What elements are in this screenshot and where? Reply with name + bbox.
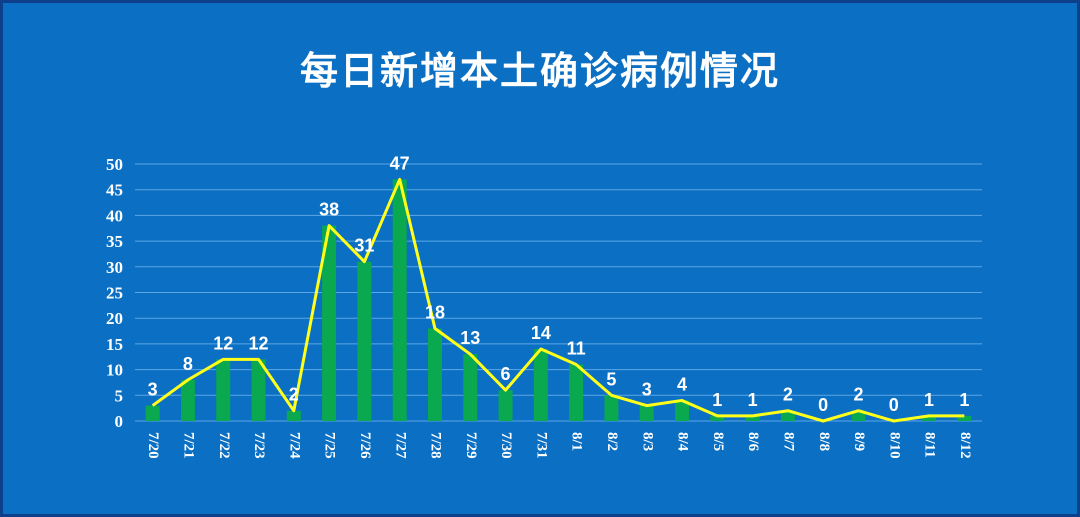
data-label: 18	[425, 302, 445, 322]
data-label: 13	[460, 328, 480, 348]
chart-title: 每日新增本土确诊病例情况	[299, 49, 780, 93]
x-tick-label: 8/5	[710, 432, 726, 451]
bar	[145, 405, 160, 421]
x-tick-label: 7/23	[251, 432, 267, 459]
data-label: 2	[289, 385, 299, 405]
data-label: 11	[567, 338, 586, 358]
x-tick-label: 7/20	[145, 432, 161, 459]
x-tick-label: 7/22	[216, 432, 232, 459]
bar	[251, 359, 266, 421]
bar	[357, 261, 372, 421]
y-tick-label: 45	[106, 181, 123, 200]
data-label: 0	[889, 395, 899, 415]
y-tick-label: 0	[115, 412, 124, 431]
data-label: 3	[642, 380, 652, 400]
y-tick-label: 30	[106, 258, 123, 277]
x-tick-label: 8/2	[604, 432, 620, 451]
bar	[675, 400, 690, 421]
bar	[604, 395, 619, 421]
data-label: 8	[183, 354, 193, 374]
bar	[851, 410, 866, 421]
bar	[710, 415, 725, 421]
data-label: 12	[213, 333, 233, 353]
x-tick-label: 8/6	[745, 432, 761, 452]
x-tick-label: 8/10	[886, 432, 902, 459]
bar	[745, 415, 760, 421]
data-label: 2	[783, 385, 793, 405]
x-tick-label: 7/26	[357, 432, 373, 459]
y-tick-label: 10	[106, 361, 123, 380]
bar	[216, 359, 231, 421]
x-tick-label: 7/27	[392, 432, 408, 459]
x-tick-label: 8/8	[816, 432, 832, 451]
x-tick-label: 8/7	[780, 432, 796, 452]
data-label: 5	[606, 369, 616, 389]
data-label: 6	[501, 364, 511, 384]
y-tick-label: 25	[106, 284, 123, 303]
data-label: 2	[853, 385, 863, 405]
x-tick-label: 7/29	[463, 432, 479, 459]
bar	[322, 225, 337, 421]
bar	[957, 415, 972, 421]
x-tick-label: 7/24	[286, 432, 302, 459]
data-label: 1	[748, 390, 758, 410]
x-tick-label: 7/30	[498, 432, 514, 459]
data-label: 1	[712, 390, 722, 410]
data-label: 47	[390, 153, 410, 173]
y-tick-label: 40	[106, 206, 123, 225]
series-line	[151, 177, 965, 423]
x-tick-label: 8/9	[851, 432, 867, 451]
y-tick-label: 35	[106, 232, 123, 251]
bar	[180, 379, 195, 421]
bar	[498, 390, 513, 421]
bar	[286, 410, 301, 421]
y-tick-label: 5	[115, 386, 124, 405]
data-label: 14	[531, 323, 551, 343]
x-tick-label: 7/21	[181, 432, 197, 459]
bar	[922, 415, 937, 421]
data-label: 3	[148, 380, 158, 400]
bar	[780, 410, 795, 421]
y-tick-label: 50	[106, 155, 123, 174]
data-label: 12	[249, 333, 269, 353]
data-label: 0	[818, 395, 828, 415]
x-tick-label: 8/12	[957, 432, 973, 459]
x-tick-label: 7/31	[533, 432, 549, 459]
x-tick-label: 7/25	[322, 432, 338, 459]
bar	[463, 354, 478, 421]
data-label: 38	[319, 200, 339, 220]
x-tick-label: 7/28	[428, 432, 444, 459]
data-label: 4	[677, 374, 687, 394]
x-tick-label: 8/11	[922, 432, 938, 458]
x-tick-label: 8/3	[639, 432, 655, 451]
bar	[392, 179, 407, 421]
data-label: 1	[924, 390, 934, 410]
data-label: 31	[354, 236, 374, 256]
y-tick-label: 20	[106, 309, 123, 328]
bar	[427, 328, 442, 421]
y-tick-label: 15	[106, 335, 123, 354]
data-label: 1	[959, 390, 969, 410]
bar	[639, 405, 654, 421]
bar	[533, 349, 548, 421]
bar	[569, 364, 584, 421]
x-tick-label: 8/4	[675, 432, 691, 452]
x-tick-label: 8/1	[569, 432, 585, 451]
